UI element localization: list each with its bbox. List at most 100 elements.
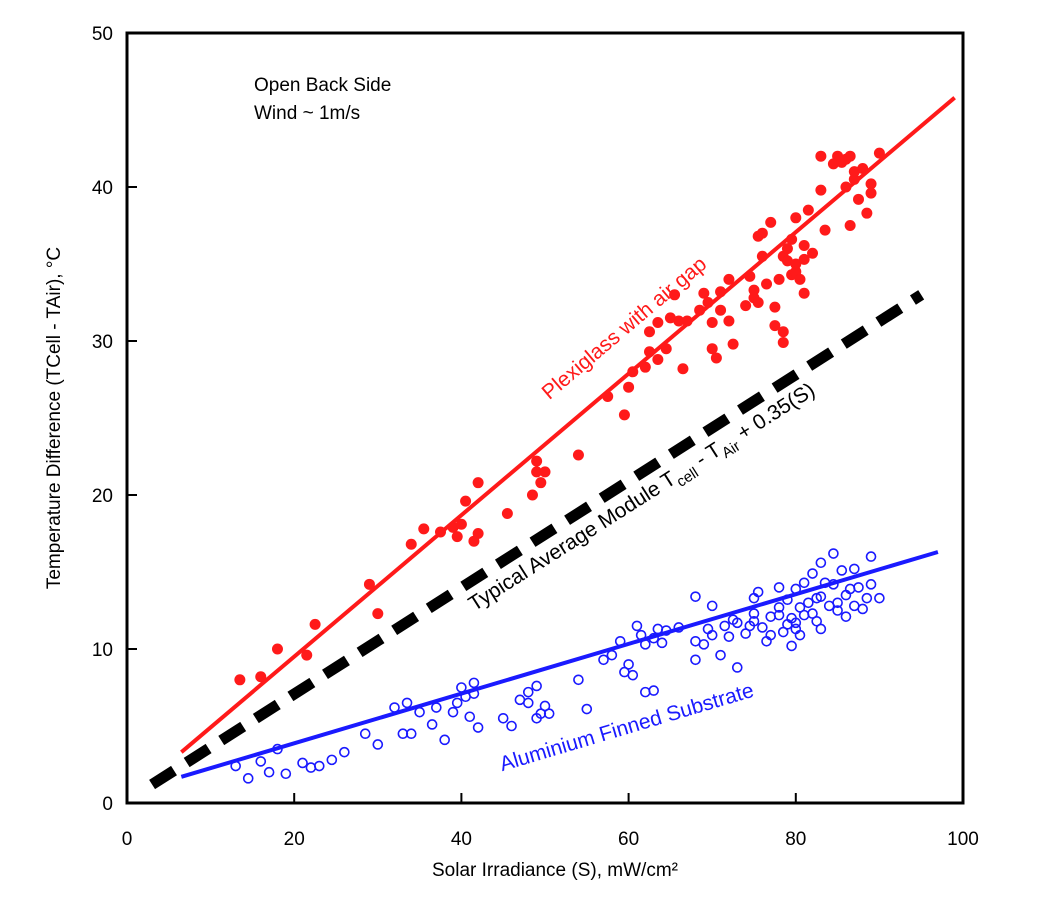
plexiglass-with-air-gap-point <box>652 317 664 329</box>
plexiglass-with-air-gap-point <box>777 337 789 349</box>
plexiglass-with-air-gap-point <box>756 227 768 239</box>
aluminium-finned-substrate-point <box>456 682 467 693</box>
plexiglass-with-air-gap-point <box>472 528 484 539</box>
aluminium-finned-substrate-point <box>798 577 810 589</box>
aluminium-finned-substrate-point <box>790 583 802 595</box>
aluminium-finned-substrate-point <box>752 586 764 598</box>
plexiglass-with-air-gap-point <box>815 150 827 162</box>
plexiglass-with-air-gap-point <box>472 477 484 489</box>
aluminium-finned-substrate-point <box>627 669 639 681</box>
plexiglass-with-air-gap-point <box>673 315 685 327</box>
aluminium-finned-substrate-point <box>832 605 843 616</box>
plexiglass-with-air-gap-point <box>844 150 856 162</box>
aluminium-finned-substrate-point <box>782 594 793 606</box>
aluminium-finned-substrate-point <box>497 712 509 724</box>
aluminium-finned-substrate-point <box>690 654 701 666</box>
aluminium-finned-substrate-point <box>405 728 417 740</box>
x-tick-label: 80 <box>785 829 806 850</box>
plexiglass-with-air-gap-point <box>639 361 651 373</box>
plexiglass-with-air-gap-point <box>664 312 676 324</box>
aluminium-finned-substrate-point <box>522 686 534 698</box>
plexiglass-with-air-gap-point <box>744 270 756 282</box>
x-tick-label: 60 <box>618 829 639 850</box>
plexiglass-with-air-gap-point <box>848 166 860 178</box>
aluminium-finned-substrate-point <box>673 622 685 633</box>
plexiglass-with-air-gap-point <box>765 216 777 228</box>
plexiglass-with-air-gap-point <box>255 671 267 683</box>
plexiglass-with-air-gap-point <box>418 523 430 535</box>
plexiglass-with-air-gap-point <box>363 578 375 590</box>
y-tick-label: 30 <box>92 332 113 353</box>
plexiglass-with-air-gap-point <box>702 297 714 308</box>
plexiglass-with-air-gap-point <box>781 243 793 255</box>
y-tick-label: 0 <box>102 794 113 815</box>
aluminium-finned-substrate-point <box>698 639 710 650</box>
plexiglass-with-air-gap-point <box>798 240 810 252</box>
plexiglass-with-air-gap-point <box>761 278 773 290</box>
aluminium-finned-substrate-point <box>640 639 651 650</box>
plexiglass-with-air-gap-point <box>807 247 819 259</box>
aluminium-finned-substrate-point <box>451 697 463 709</box>
plexiglass-with-air-gap-point <box>769 301 781 313</box>
plexiglass-with-air-gap-point <box>777 326 789 338</box>
aluminium-finned-substrate-point <box>255 756 267 767</box>
aluminium-finned-substrate-point <box>790 617 802 629</box>
aluminium-finned-substrate-point <box>849 563 860 575</box>
aluminium-finned-substrate-point <box>631 620 643 632</box>
plexiglass-with-air-gap-point <box>572 449 584 461</box>
plexiglass-with-air-gap-point <box>451 531 463 543</box>
plexiglass-with-air-gap-point <box>853 193 864 205</box>
aluminium-finned-substrate-point <box>765 629 777 641</box>
x-tick-label: 100 <box>947 829 979 850</box>
plexiglass-with-air-gap-point <box>802 204 814 216</box>
plexiglass-with-air-gap-point <box>669 289 681 301</box>
aluminium-finned-substrate-point <box>506 720 517 732</box>
aluminium-finned-substrate-point <box>581 703 593 715</box>
aluminium-finned-substrate-point <box>439 734 450 746</box>
plexiglass-with-air-gap-point <box>372 608 384 620</box>
aluminium-finned-substrate-point <box>326 754 338 766</box>
aluminium-finned-substrate-point <box>836 565 848 576</box>
plexiglass-with-air-gap-point <box>748 284 760 296</box>
aluminium-finned-substrate-point <box>297 757 308 769</box>
aluminium-finned-substrate-point <box>656 637 668 649</box>
plexiglass-with-air-gap-point <box>752 297 764 308</box>
plexiglass-with-air-gap-point <box>698 287 710 299</box>
aluminium-finned-substrate-point <box>803 597 814 609</box>
plexiglass-with-air-gap-point <box>848 173 860 185</box>
aluminium-finned-substrate-point <box>715 649 726 661</box>
aluminium-finned-substrate-point <box>874 592 885 604</box>
aluminium-finned-substrate-point <box>719 620 731 632</box>
aluminium-finned-substrate-point <box>690 591 701 602</box>
plexiglass-with-air-gap-point <box>618 409 630 421</box>
plexiglass-with-air-gap-point <box>539 466 551 478</box>
aluminium-finned-substrate-point <box>815 623 827 635</box>
aluminium-finned-substrate-point <box>339 746 350 758</box>
aluminium-finned-substrate-point <box>853 582 864 593</box>
aluminium-finned-substrate-point <box>648 685 659 696</box>
plexiglass-with-air-gap-point <box>435 526 446 538</box>
aluminium-finned-substrate-point <box>614 635 626 647</box>
aluminium-finned-substrate-point <box>280 768 292 780</box>
note-line-2: Wind ~ 1m/s <box>254 103 360 124</box>
aluminium-finned-substrate-point <box>832 597 843 609</box>
plot-area <box>125 31 965 805</box>
plexiglass-with-air-gap-point <box>790 212 802 224</box>
aluminium-finned-substrate-point <box>757 622 768 633</box>
aluminium-finned-substrate-point <box>748 608 760 619</box>
aluminium-finned-substrate-point <box>865 551 877 562</box>
aluminium-finned-substrate-point <box>472 722 484 733</box>
aluminium-finned-substrate-point <box>468 688 480 699</box>
plexiglass-with-air-gap-point <box>644 346 655 358</box>
plexiglass-with-air-gap-point <box>531 466 543 478</box>
aluminium-finned-substrate-point <box>431 702 442 713</box>
aluminium-finned-substrate-point <box>794 629 806 641</box>
aluminium-finned-substrate-point <box>815 557 827 569</box>
aluminium-finned-substrate-point <box>230 760 241 772</box>
aluminium-finned-substrate-point <box>635 629 647 641</box>
aluminium-finned-substrate-point <box>828 548 839 559</box>
data-markers <box>230 147 885 784</box>
aluminium-finned-substrate-point <box>401 697 413 709</box>
plexiglass-with-air-gap-point <box>535 477 547 489</box>
